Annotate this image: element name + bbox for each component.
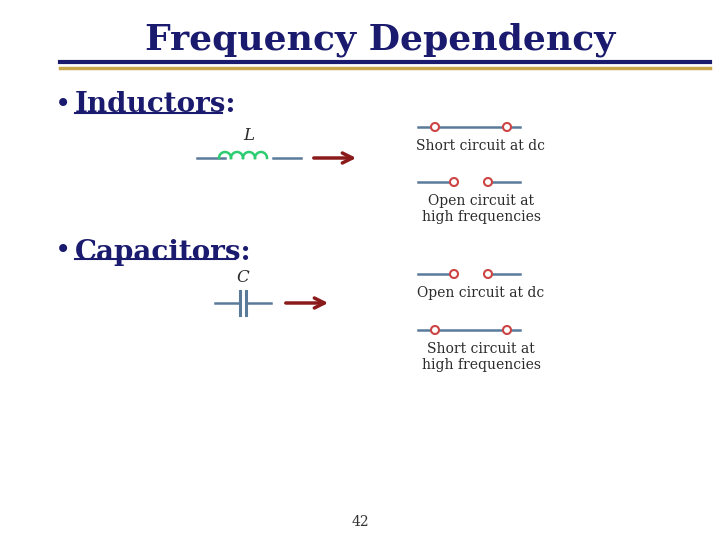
Text: C: C [237, 269, 249, 286]
Text: L: L [243, 127, 254, 144]
Circle shape [503, 123, 511, 131]
Circle shape [484, 178, 492, 186]
Circle shape [484, 270, 492, 278]
Circle shape [450, 270, 458, 278]
Text: Short circuit at dc: Short circuit at dc [416, 139, 546, 153]
Circle shape [450, 178, 458, 186]
Text: Short circuit at
high frequencies: Short circuit at high frequencies [421, 342, 541, 372]
Text: Capacitors:: Capacitors: [75, 239, 251, 266]
Text: Open circuit at
high frequencies: Open circuit at high frequencies [421, 194, 541, 224]
Circle shape [431, 326, 439, 334]
Circle shape [431, 123, 439, 131]
Text: Inductors:: Inductors: [75, 91, 236, 118]
Text: 42: 42 [351, 515, 369, 529]
Text: •: • [55, 91, 71, 118]
Text: •: • [55, 239, 71, 266]
Circle shape [503, 326, 511, 334]
Text: Open circuit at dc: Open circuit at dc [418, 286, 544, 300]
Text: Frequency Dependency: Frequency Dependency [145, 23, 615, 57]
